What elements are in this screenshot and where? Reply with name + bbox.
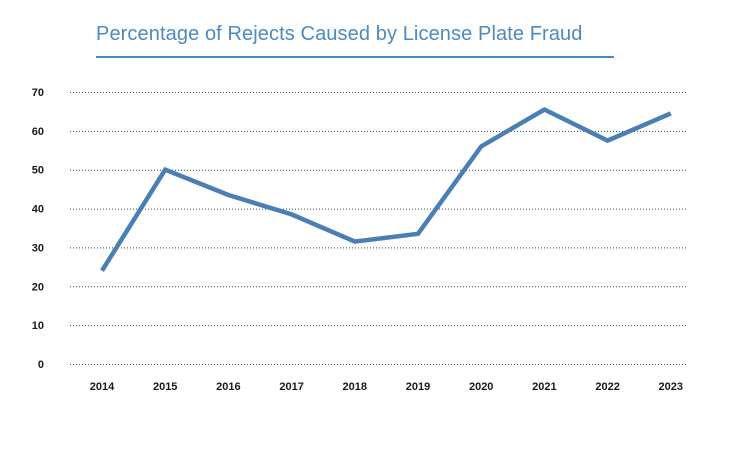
y-tick-label: 40 <box>32 204 44 216</box>
y-tick-label: 70 <box>32 87 44 99</box>
y-tick-label: 10 <box>32 320 44 332</box>
x-tick-label: 2019 <box>406 381 430 393</box>
y-axis-tick-labels: 0 10 20 30 40 50 60 70 <box>32 87 44 371</box>
y-tick-label: 30 <box>32 242 44 254</box>
y-tick-label: 50 <box>32 165 44 177</box>
x-tick-label: 2020 <box>469 381 493 393</box>
chart-title: Percentage of Rejects Caused by License … <box>96 23 583 45</box>
gridlines <box>70 92 686 365</box>
series-line-0 <box>100 106 672 272</box>
x-tick-label: 2014 <box>90 381 115 393</box>
x-tick-label: 2016 <box>216 381 240 393</box>
y-tick-label: 60 <box>32 126 44 138</box>
title-underline <box>96 56 614 58</box>
x-tick-label: 2022 <box>595 381 619 393</box>
x-tick-label: 2023 <box>659 381 683 393</box>
y-tick-label: 20 <box>32 281 44 293</box>
x-tick-label: 2015 <box>153 381 177 393</box>
y-tick-label: 0 <box>38 359 44 371</box>
x-tick-label: 2021 <box>532 381 556 393</box>
x-tick-label: 2017 <box>279 381 303 393</box>
series-layer <box>100 106 672 272</box>
x-axis-tick-labels: 2014 2015 2016 2017 2018 2019 2020 2021 2022 2023 <box>90 381 683 393</box>
x-tick-label: 2018 <box>343 381 367 393</box>
